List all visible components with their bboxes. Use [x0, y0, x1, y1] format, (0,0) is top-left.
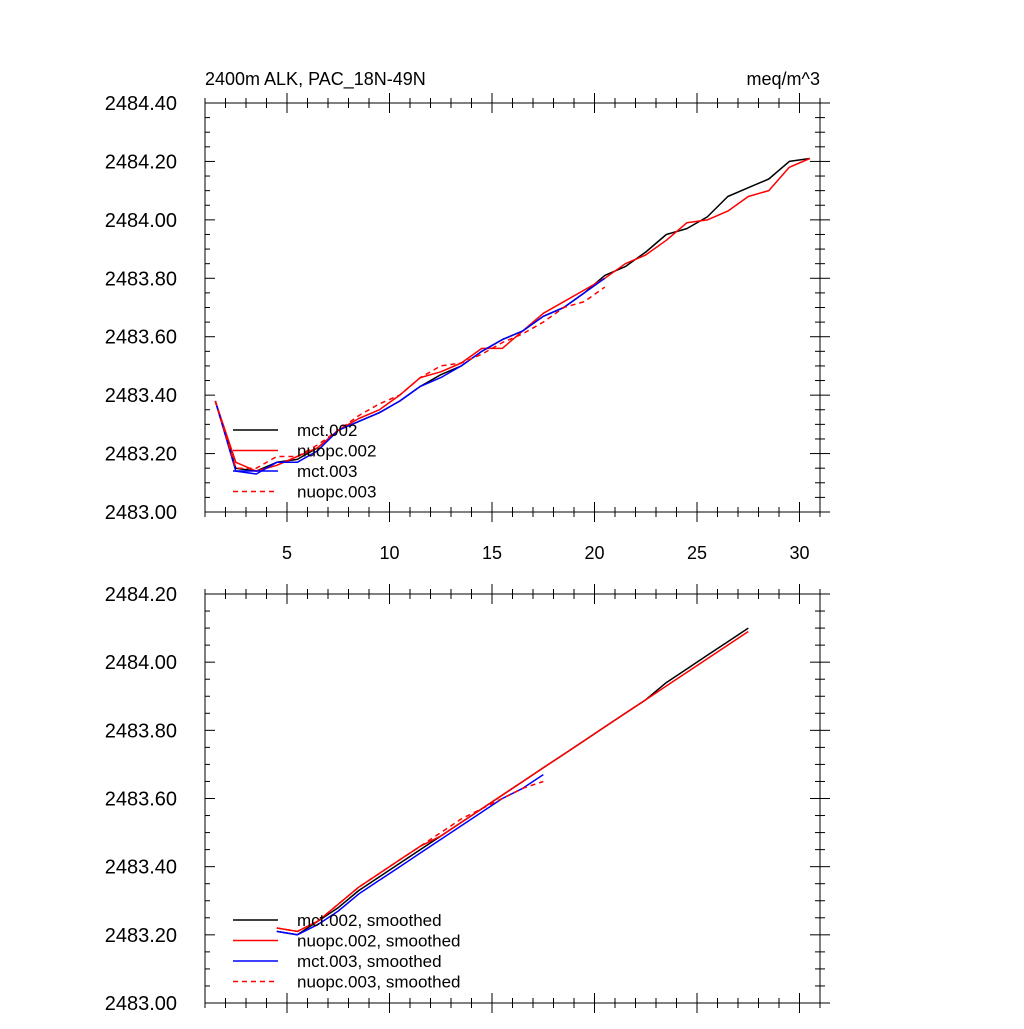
- y-tick-label: 2483.80: [105, 268, 177, 290]
- chart-panel-1: 5 10 15 20 25 30 2483.00 2483.20 2483.40 2483.60 2…: [105, 69, 830, 563]
- y-tick-label: 2483.00: [105, 993, 177, 1015]
- legend-label: nuopc.003: [297, 483, 376, 502]
- chart-title: 2400m ALK, PAC_18N-49N: [205, 69, 426, 90]
- x-tick-label: 15: [482, 543, 502, 563]
- legend-label: mct.002, smoothed: [297, 911, 442, 930]
- y-tick-label: 2483.20: [105, 925, 177, 947]
- y-tick-label: 2484.20: [105, 151, 177, 173]
- x-tick-label: 5: [282, 543, 292, 563]
- x-tick-label: 25: [687, 543, 707, 563]
- legend-label: nuopc.002, smoothed: [297, 932, 461, 951]
- y-tick-label: 2483.40: [105, 857, 177, 879]
- legend-label: mct.002: [297, 421, 357, 440]
- y-tick-label: 2483.80: [105, 720, 177, 742]
- x-tick-label: 30: [789, 543, 809, 563]
- y-tick-label: 2483.20: [105, 444, 177, 466]
- chart-panel-2: 2483.00 2483.20 2483.40 2483.60 2483.80 2484.…: [105, 584, 830, 1015]
- series-line-4: [276, 780, 544, 933]
- y-tick-label: 2484.40: [105, 93, 177, 115]
- series-line-1: [276, 627, 749, 936]
- y-tick-label: 2484.20: [105, 584, 177, 606]
- legend-label: nuopc.002: [297, 442, 376, 461]
- legend-label: mct.003: [297, 462, 357, 481]
- legend-label: nuopc.003, smoothed: [297, 973, 461, 992]
- y-tick-label: 2483.60: [105, 789, 177, 811]
- y-tick-label: 2484.00: [105, 210, 177, 232]
- y-tick-label: 2484.00: [105, 652, 177, 674]
- chart-units: meq/m^3: [747, 69, 820, 89]
- legend-label: mct.003, smoothed: [297, 952, 442, 971]
- series-line-4: [214, 286, 606, 469]
- y-tick-label: 2483.00: [105, 502, 177, 524]
- y-tick-label: 2483.60: [105, 327, 177, 349]
- y-tick-label: 2483.40: [105, 385, 177, 407]
- series-line-2: [214, 157, 811, 472]
- x-tick-label: 10: [379, 543, 399, 563]
- series-line-3: [214, 277, 606, 475]
- x-tick-label: 20: [584, 543, 604, 563]
- series-line-2: [276, 630, 749, 933]
